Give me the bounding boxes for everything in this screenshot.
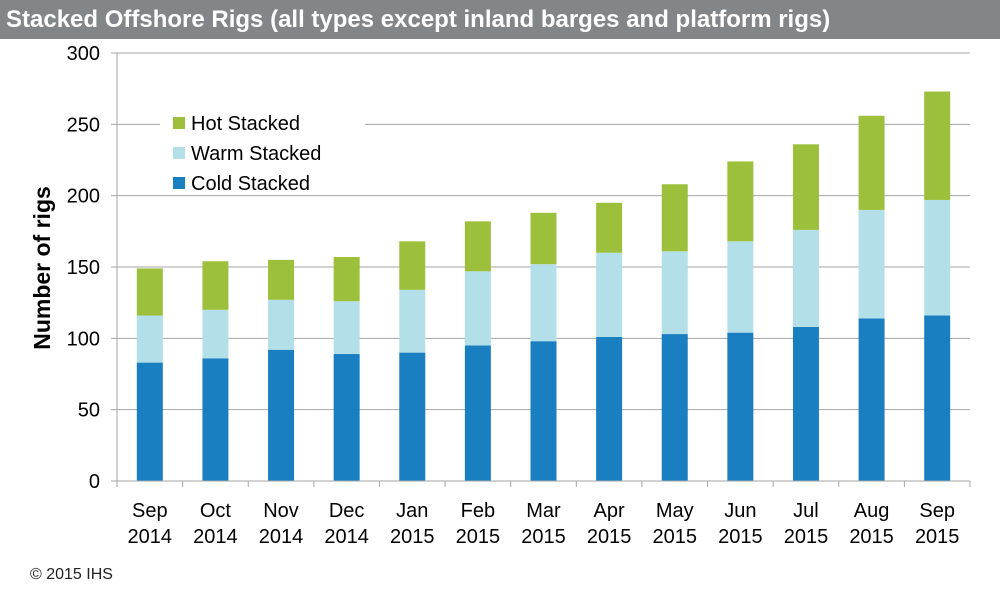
bar-segment-hot-12 [924, 91, 951, 200]
chart-title: Stacked Offshore Rigs (all types except … [0, 0, 1000, 39]
bars [136, 91, 951, 481]
bar-segment-cold-2 [268, 349, 295, 481]
bar-segment-hot-0 [136, 268, 163, 316]
bar-segment-cold-5 [464, 345, 491, 481]
bar-segment-warm-4 [399, 289, 426, 353]
x-tick-label: 2014 [193, 526, 238, 548]
bar-segment-cold-7 [596, 336, 623, 481]
x-tick-label: Aug [854, 500, 890, 522]
legend: Hot Stacked Warm Stacked Cold Stacked [160, 103, 365, 195]
legend-background [160, 103, 365, 195]
bar-segment-hot-2 [268, 259, 295, 300]
x-axis-ticks: Sep 2014 Oct 2014 Nov 2014 Dec 2014 Jan 2015 Feb 20… [128, 500, 960, 548]
x-tick-label: Sep [919, 500, 955, 522]
x-tick-label: Nov [263, 500, 299, 522]
bar-segment-hot-7 [596, 202, 623, 253]
bar-segment-hot-10 [792, 144, 819, 230]
axes [111, 52, 971, 487]
x-tick-label: 2015 [652, 526, 697, 548]
legend-label-hot: Hot Stacked [191, 113, 300, 135]
x-tick-label: 2015 [390, 526, 435, 548]
bar-segment-hot-11 [858, 115, 885, 210]
bar-segment-warm-10 [792, 229, 819, 327]
bar-segment-cold-11 [858, 318, 885, 481]
bar-segment-cold-6 [530, 341, 557, 481]
x-tick-label: 2015 [849, 526, 894, 548]
bar-segment-cold-8 [661, 334, 688, 481]
y-tick-label: 100 [67, 328, 100, 350]
x-tick-label: 2015 [915, 526, 960, 548]
y-tick-label: 250 [67, 114, 100, 136]
bar-segment-cold-4 [399, 352, 426, 481]
y-tick-label: 150 [67, 257, 100, 279]
y-axis-ticks: 0 50 100 150 200 250 300 [67, 43, 100, 493]
x-tick-label: Dec [329, 500, 365, 522]
bar-segment-warm-11 [858, 209, 885, 319]
bar-segment-warm-3 [333, 301, 360, 355]
y-tick-label: 50 [78, 400, 100, 422]
x-tick-label: 2015 [521, 526, 566, 548]
x-tick-label: 2015 [784, 526, 829, 548]
x-tick-label: Jun [724, 500, 756, 522]
x-tick-label: 2014 [128, 526, 173, 548]
bar-segment-hot-5 [464, 221, 491, 272]
bar-segment-hot-3 [333, 257, 360, 302]
bar-segment-cold-0 [136, 362, 163, 481]
legend-label-cold: Cold Stacked [191, 173, 310, 195]
x-tick-label: 2015 [587, 526, 632, 548]
bar-segment-warm-5 [464, 271, 491, 346]
legend-label-warm: Warm Stacked [191, 143, 321, 165]
bar-segment-warm-7 [596, 252, 623, 337]
legend-swatch-cold [173, 177, 185, 189]
x-tick-label: Oct [200, 500, 232, 522]
x-tick-label: Sep [132, 500, 168, 522]
bar-segment-warm-12 [924, 199, 951, 316]
bar-segment-hot-8 [661, 184, 688, 252]
legend-swatch-warm [173, 147, 185, 159]
y-tick-label: 300 [67, 43, 100, 65]
copyright-notice: © 2015 IHS [30, 566, 113, 583]
bar-segment-hot-4 [399, 241, 426, 290]
bar-segment-cold-1 [202, 358, 229, 481]
bar-segment-warm-0 [136, 315, 163, 363]
x-tick-label: Apr [594, 500, 625, 522]
bar-segment-warm-1 [202, 309, 229, 359]
x-tick-label: 2015 [718, 526, 763, 548]
x-tick-label: May [656, 500, 694, 522]
bar-segment-cold-3 [333, 354, 360, 481]
bar-segment-hot-6 [530, 212, 557, 265]
bar-segment-warm-8 [661, 251, 688, 335]
bar-segment-hot-1 [202, 261, 229, 310]
legend-swatch-hot [173, 117, 185, 129]
x-tick-label: 2015 [456, 526, 501, 548]
bar-segment-warm-2 [268, 299, 295, 350]
bar-segment-hot-9 [727, 161, 754, 242]
x-tick-label: 2014 [259, 526, 304, 548]
bar-segment-cold-9 [727, 332, 754, 481]
x-tick-label: 2014 [324, 526, 369, 548]
bar-segment-warm-9 [727, 241, 754, 333]
x-tick-label: Jul [793, 500, 819, 522]
x-tick-label: Jan [396, 500, 428, 522]
x-tick-label: Mar [526, 500, 561, 522]
x-tick-label: Feb [461, 500, 495, 522]
bar-segment-cold-12 [924, 315, 951, 481]
y-tick-label: 0 [89, 471, 100, 493]
bar-segment-cold-10 [792, 326, 819, 481]
bar-segment-warm-6 [530, 264, 557, 342]
y-axis-label: Number of rigs [29, 186, 55, 350]
y-tick-label: 200 [67, 186, 100, 208]
